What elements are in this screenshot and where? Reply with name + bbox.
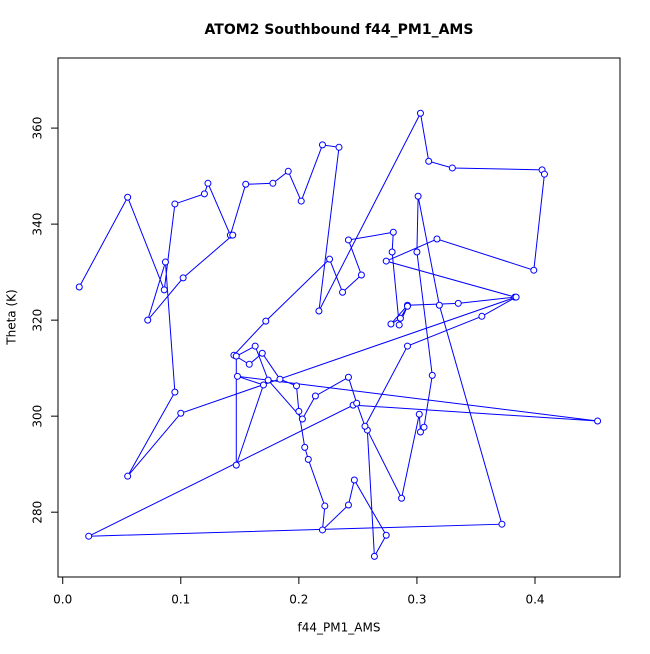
x-tick-label: 0.3 [407,593,426,607]
data-point [344,501,352,509]
data-point [403,302,411,310]
data-point [420,423,428,431]
data-point [298,415,306,423]
data-point [321,502,329,510]
data-point [204,179,212,187]
data-point [284,167,292,175]
data-point [233,372,241,380]
data-point [177,409,185,417]
data-point [264,376,272,384]
x-tick-label: 0.0 [53,593,72,607]
data-point [311,392,319,400]
data-point [435,301,443,309]
data-point [144,316,152,324]
data-point [292,382,300,390]
data-point [297,197,305,205]
data-point [295,407,303,415]
y-tick-label: 320 [31,309,45,332]
data-point [344,373,352,381]
data-point [478,312,486,320]
data-point [387,320,395,328]
y-tick-label: 360 [31,117,45,140]
chart-title: ATOM2 Southbound f44_PM1_AMS [205,22,474,38]
data-point [416,109,424,117]
data-point [229,231,237,239]
data-point [326,255,334,263]
data-point [382,257,390,265]
data-point [318,141,326,149]
data-point [251,342,259,350]
data-point [85,532,93,540]
data-point [315,307,323,315]
data-point [350,476,358,484]
data-point [416,428,424,436]
data-point [242,180,250,188]
data-point [339,288,347,296]
data-point [370,552,378,560]
data-point [388,248,396,256]
data-point [398,494,406,502]
data-point [301,443,309,451]
data-point [389,228,397,236]
data-point [414,192,422,200]
x-tick-label: 0.1 [171,593,190,607]
y-tick-label: 300 [31,405,45,428]
data-point [160,286,168,294]
data-point [425,157,433,165]
data-point [428,371,436,379]
data-point [304,455,312,463]
data-point [415,410,423,418]
data-point [124,472,132,480]
data-point [403,342,411,350]
data-point [395,321,403,329]
data-point [161,258,169,266]
data-point [171,388,179,396]
data-point [259,381,267,389]
data-point [171,200,179,208]
data-point [454,299,462,307]
data-line [78,111,598,559]
x-tick-label: 0.2 [289,593,308,607]
data-point [75,283,83,291]
y-tick-label: 280 [31,501,45,524]
data-point [448,164,456,172]
data-point [512,293,520,301]
data-point [200,190,208,198]
data-point [353,399,361,407]
data-point [124,193,132,201]
plot-frame [57,57,621,578]
x-axis-label: f44_PM1_AMS [298,621,381,635]
data-point [262,317,270,325]
data-point [318,526,326,534]
data-point [269,179,277,187]
data-point [382,531,390,539]
y-axis-label: Theta (K) [5,289,19,345]
data-point [396,314,404,322]
data-point [276,375,284,383]
data-point [530,266,538,274]
data-point [245,360,253,368]
data-point [258,349,266,357]
data-point [540,170,548,178]
data-point [433,235,441,243]
data-point [179,274,187,282]
y-tick-label: 340 [31,213,45,236]
data-point [498,520,506,528]
data-point [232,461,240,469]
x-tick-label: 0.4 [525,593,544,607]
data-point [413,248,421,256]
data-point [594,417,602,425]
data-point [357,271,365,279]
data-point [344,236,352,244]
data-point [335,143,343,151]
data-point [232,352,240,360]
data-point [361,422,369,430]
